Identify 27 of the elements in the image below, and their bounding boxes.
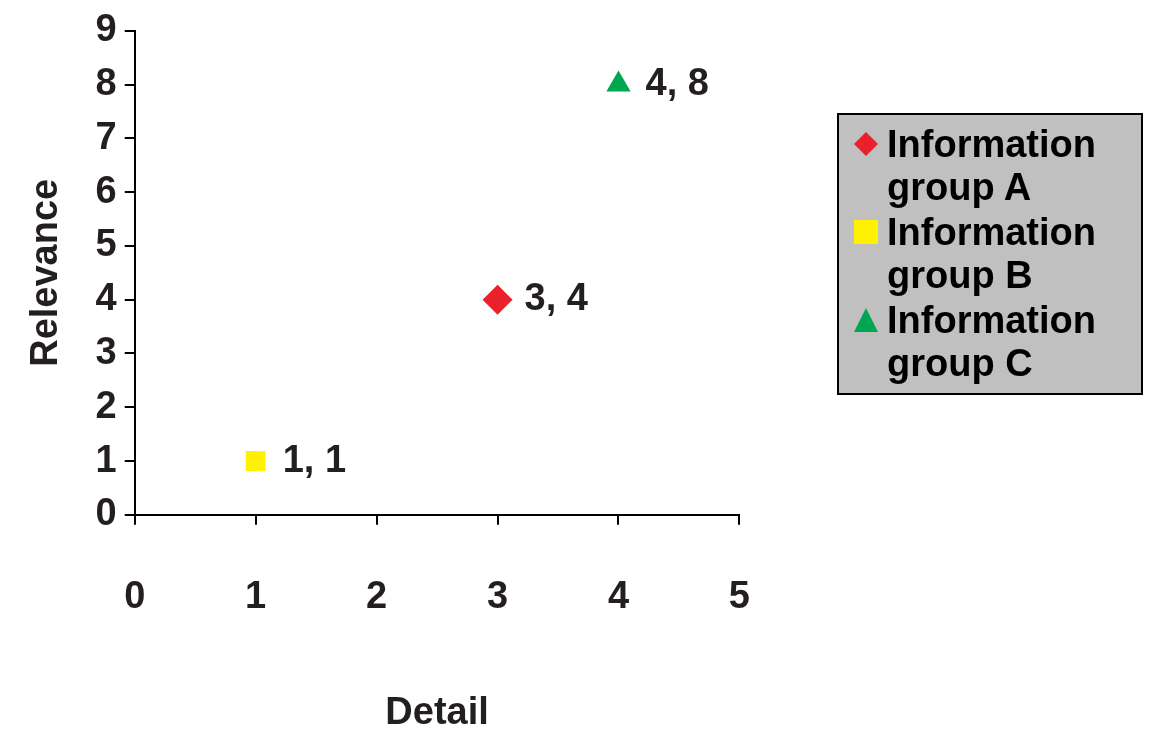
- y-tick-label: 4: [95, 276, 117, 319]
- data-label: 4, 8: [645, 61, 709, 104]
- x-tick-label: 5: [728, 574, 750, 617]
- y-tick-label: 5: [95, 222, 117, 265]
- legend-label: Information group B: [887, 211, 1097, 297]
- x-tick-label: 4: [607, 574, 630, 617]
- y-tick-label: 6: [95, 168, 117, 211]
- data-label: 1, 1: [282, 437, 347, 480]
- y-tick-label: 1: [95, 437, 117, 480]
- point: [606, 70, 631, 92]
- y-tick-label: 2: [95, 383, 117, 426]
- y-tick-label: 8: [95, 61, 117, 104]
- data-label: 3, 4: [524, 276, 588, 319]
- y-tick-label: 7: [95, 114, 117, 157]
- y-tick-label: 9: [95, 7, 117, 50]
- y-tick-label: 0: [95, 491, 117, 534]
- x-tick-label: 0: [124, 574, 146, 617]
- y-axis-title: Relevance: [23, 178, 66, 367]
- x-tick-label: 3: [486, 574, 509, 617]
- y-tick-label: 3: [95, 329, 117, 372]
- legend-label: Information group C: [887, 299, 1097, 385]
- point: [482, 284, 513, 315]
- x-axis-title: Detail: [385, 689, 489, 732]
- x-tick-label: 2: [366, 574, 388, 617]
- legend-label: Information group A: [887, 123, 1097, 209]
- point: [245, 451, 266, 471]
- x-tick-label: 1: [245, 574, 267, 617]
